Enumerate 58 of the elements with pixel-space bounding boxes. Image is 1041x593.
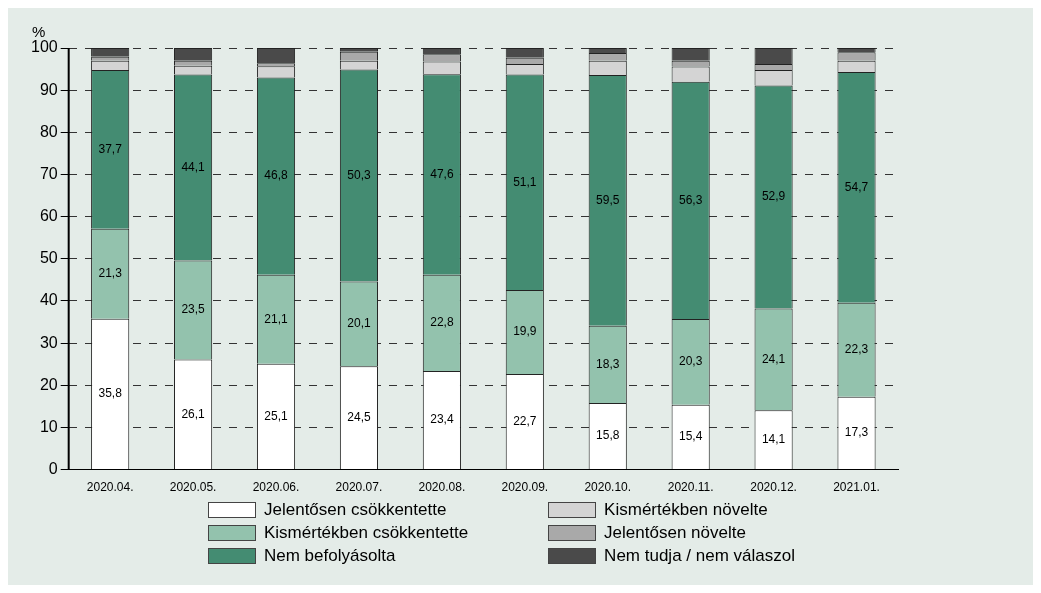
x-tick-label: 2020.12. xyxy=(750,480,797,495)
data-label: 24,1 xyxy=(761,351,786,366)
data-label: 59,5 xyxy=(596,192,620,207)
x-tick-label: 2020.11. xyxy=(667,480,714,495)
y-tick-label: 10 xyxy=(39,417,58,435)
data-label: 47,6 xyxy=(430,166,454,181)
data-label: 20,1 xyxy=(347,316,371,331)
data-label: 54,7 xyxy=(844,179,869,194)
data-label: 23,4 xyxy=(430,412,454,427)
x-tick-label: 2020.04. xyxy=(86,480,134,495)
y-axis-title: % xyxy=(32,22,46,40)
data-label: 21,1 xyxy=(264,311,289,326)
data-label: 22,8 xyxy=(430,315,454,330)
y-tick-label: 90 xyxy=(39,80,58,98)
data-label: 15,8 xyxy=(596,428,620,443)
data-label: 25,1 xyxy=(264,408,289,423)
data-label: 18,3 xyxy=(596,356,620,371)
y-tick-label: 30 xyxy=(39,333,58,351)
data-label: 46,8 xyxy=(264,168,289,183)
data-label: 19,9 xyxy=(513,324,537,339)
x-tick-label: 2021.01. xyxy=(833,480,880,495)
data-label: 51,1 xyxy=(513,174,537,189)
y-tick-label: 80 xyxy=(39,122,58,140)
x-tick-label: 2020.05. xyxy=(169,480,217,495)
data-label: 35,8 xyxy=(98,386,123,401)
y-tick-label: 0 xyxy=(48,460,58,478)
data-label: 50,3 xyxy=(347,167,371,182)
data-label: 56,3 xyxy=(678,192,703,207)
data-label: 24,5 xyxy=(347,410,371,425)
data-label: 20,3 xyxy=(678,354,703,369)
data-label: 15,4 xyxy=(678,429,703,444)
data-label: 22,7 xyxy=(513,413,537,428)
data-label: 44,1 xyxy=(181,159,206,174)
data-label: 26,1 xyxy=(181,406,206,421)
y-tick-label: 60 xyxy=(39,207,58,225)
legend-label: Kismértékben növelte xyxy=(604,499,768,520)
x-tick-label: 2020.10. xyxy=(584,480,632,495)
data-label: 22,3 xyxy=(844,341,869,356)
data-label: 21,3 xyxy=(98,266,123,281)
x-tick-label: 2020.07. xyxy=(335,480,383,495)
x-tick-label: 2020.08. xyxy=(418,480,466,495)
y-tick-label: 100 xyxy=(30,38,58,56)
x-tick-label: 2020.06. xyxy=(252,480,300,495)
data-label: 14,1 xyxy=(761,431,786,446)
y-tick-label: 40 xyxy=(39,291,58,309)
data-label: 23,5 xyxy=(181,302,206,317)
data-label: 52,9 xyxy=(761,189,786,204)
y-tick-label: 50 xyxy=(39,249,58,267)
legend-label: Kismértékben csökkentette xyxy=(264,522,469,543)
data-label: 17,3 xyxy=(844,425,869,440)
y-tick-label: 70 xyxy=(39,164,58,182)
legend-label: Nem tudja / nem válaszol xyxy=(604,545,795,566)
data-label: 37,7 xyxy=(98,141,123,156)
legend-label: Jelentősen növelte xyxy=(604,522,746,543)
x-tick-label: 2020.09. xyxy=(501,480,549,495)
legend-label: Jelentősen csökkentette xyxy=(264,499,447,520)
legend-label: Nem befolyásolta xyxy=(264,545,396,566)
y-tick-label: 20 xyxy=(39,375,58,393)
